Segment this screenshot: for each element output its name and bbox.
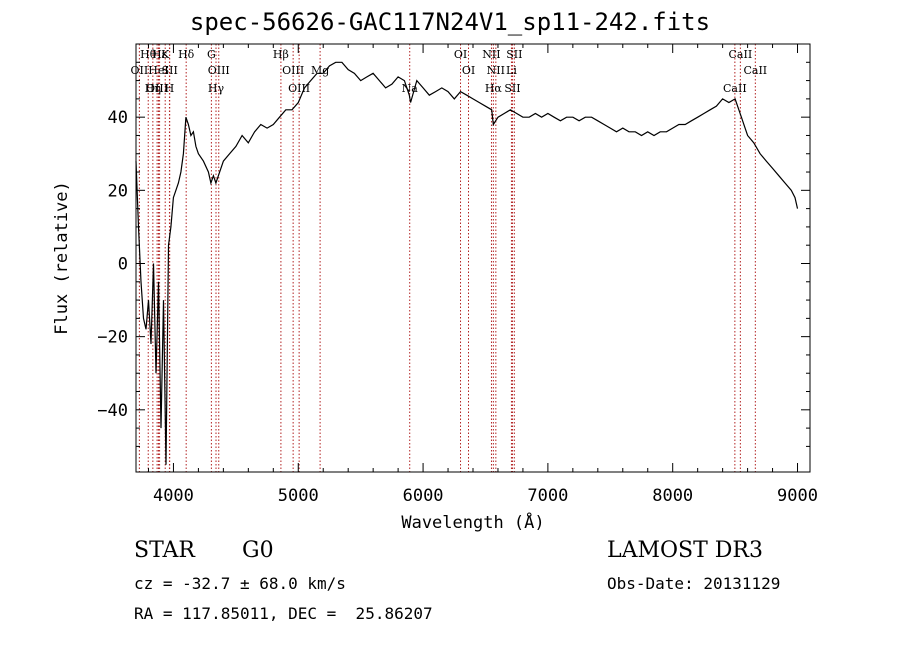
line-label-28: CaII: [743, 64, 767, 77]
line-label-18: OI: [454, 48, 467, 61]
object-class: STAR: [134, 538, 195, 563]
line-label-2: OIII: [146, 82, 168, 95]
x-axis-ticks: 4000 5000 6000 7000 8000 9000: [147, 44, 818, 506]
x-tick-label-1: 5000: [278, 486, 319, 506]
line-label-5: Hη: [145, 82, 161, 95]
line-label-14: OIII: [288, 82, 310, 95]
ra-dec-coordinates: RA = 117.85011, DEC = 25.86207: [134, 604, 433, 623]
line-label-24: SII: [506, 48, 522, 61]
y-tick-label-4: 40: [108, 108, 128, 128]
x-tick-label-4: 8000: [652, 486, 693, 506]
y-tick-label-2: 0: [118, 254, 128, 274]
line-label-27: CaII: [729, 48, 753, 61]
line-label-13: OIII: [282, 64, 304, 77]
line-label-16: Mg: [311, 64, 329, 77]
x-tick-label-2: 6000: [403, 486, 444, 506]
x-axis-label: Wavelength (Å): [401, 511, 544, 533]
line-label-22: NII: [487, 64, 505, 77]
x-tick-label-5: 9000: [777, 486, 818, 506]
line-label-6: K: [161, 48, 170, 61]
line-label-1: OII: [131, 64, 149, 77]
spectrum-chart: Hθ OII OIII Hε HeI Hη K SII H Hδ OIII Hγ G OIII OIII Hβ…: [52, 43, 818, 533]
y-axis-ticks: −40 −20 0 20 40: [97, 61, 810, 447]
line-label-20: Hα: [485, 82, 503, 95]
line-label-8: H: [165, 82, 175, 95]
plot-frame: [135, 43, 811, 473]
x-tick-label-0: 4000: [153, 486, 194, 506]
line-label-3: Hε: [152, 48, 168, 61]
observation-date: Obs-Date: 20131129: [607, 574, 781, 593]
spectral-line-labels: Hθ OII OIII Hε HeI Hη K SII H Hδ OIII Hγ G OIII OIII Hβ…: [131, 48, 768, 95]
line-label-25: Li: [506, 64, 517, 77]
line-label-11: Hγ: [208, 82, 225, 95]
line-label-23: SII: [504, 82, 520, 95]
y-tick-label-3: 20: [108, 181, 128, 201]
line-label-15: Hβ: [273, 48, 289, 61]
line-label-26: CaII: [723, 82, 747, 95]
object-subclass: G0: [242, 538, 274, 563]
y-tick-label-0: −40: [97, 401, 128, 421]
spectrum-line: [135, 61, 799, 465]
line-label-4: HeI: [148, 64, 168, 77]
line-label-21: NII: [482, 48, 500, 61]
line-label-7: SII: [162, 64, 178, 77]
line-label-9: Hδ: [178, 48, 195, 61]
line-label-12: G: [207, 48, 216, 61]
x-tick-label-3: 7000: [527, 486, 568, 506]
line-label-0: Hθ: [140, 48, 157, 61]
redshift-cz: cz = -32.7 ± 68.0 km/s: [134, 574, 346, 593]
survey-name: LAMOST DR3: [607, 538, 763, 563]
y-tick-label-1: −20: [97, 328, 128, 348]
line-label-19: OI: [462, 64, 475, 77]
chart-title: spec-56626-GAC117N24V1_sp11-242.fits: [189, 8, 711, 36]
spectral-line-markers: [138, 44, 756, 472]
line-label-10: OIII: [208, 64, 230, 77]
y-axis-label: Flux (relative): [52, 181, 72, 335]
